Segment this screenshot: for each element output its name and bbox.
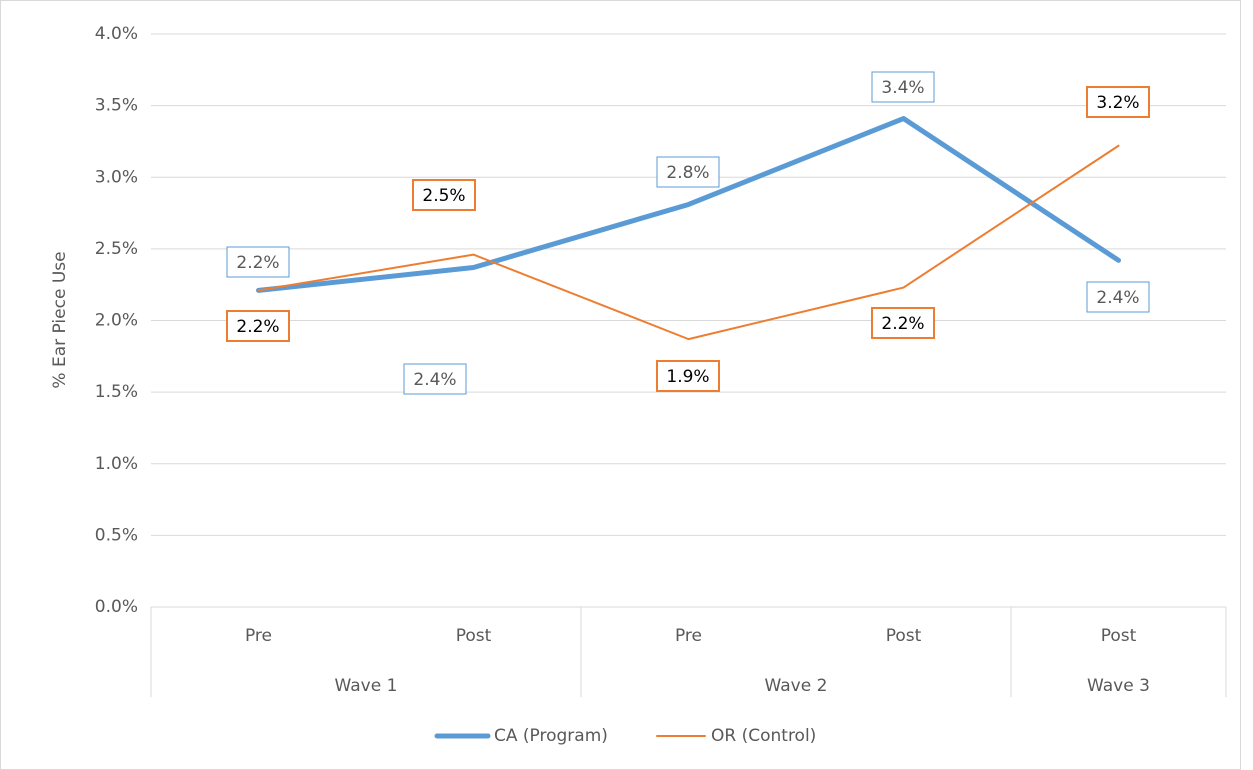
data-label: 2.2% [236, 317, 279, 337]
y-tick-label: 3.5% [95, 96, 138, 116]
data-label-box [871, 307, 935, 339]
data-label-box [656, 156, 720, 188]
series-line [257, 144, 1120, 341]
legend-label: OR (Control) [711, 726, 816, 746]
data-label-box [871, 71, 935, 103]
x-group-label: Wave 2 [765, 676, 828, 696]
x-tick-label: Post [456, 626, 492, 646]
x-tick-label: Pre [245, 626, 272, 646]
data-label-box [1086, 281, 1150, 313]
y-axis-title: % Ear Piece Use [50, 251, 70, 388]
data-label: 2.5% [422, 186, 465, 206]
data-label: 2.2% [236, 253, 279, 273]
data-label-box [226, 246, 290, 278]
data-label: 3.2% [1096, 93, 1139, 113]
y-tick-label: 1.0% [95, 454, 138, 474]
data-label: 3.4% [881, 78, 924, 98]
y-tick-label: 0.0% [95, 597, 138, 617]
data-label: 2.4% [413, 370, 456, 390]
data-label: 2.4% [1096, 288, 1139, 308]
y-tick-label: 4.0% [95, 24, 138, 44]
data-label-box [412, 179, 476, 211]
data-label: 2.8% [666, 163, 709, 183]
x-group-label: Wave 1 [335, 676, 398, 696]
x-tick-label: Post [1101, 626, 1137, 646]
y-tick-label: 3.0% [95, 167, 138, 187]
x-tick-label: Post [886, 626, 922, 646]
data-label: 2.2% [881, 314, 924, 334]
data-label-box [226, 310, 290, 342]
legend-label: CA (Program) [494, 726, 608, 746]
y-tick-label: 2.5% [95, 239, 138, 259]
data-label-box [1086, 86, 1150, 118]
x-tick-label: Pre [675, 626, 702, 646]
x-group-label: Wave 3 [1087, 676, 1150, 696]
data-label-box [403, 363, 467, 395]
y-tick-label: 2.0% [95, 311, 138, 331]
series-line [256, 116, 1121, 293]
data-label-box [656, 360, 720, 392]
y-tick-label: 1.5% [95, 382, 138, 402]
y-tick-label: 0.5% [95, 525, 138, 545]
data-label: 1.9% [666, 367, 709, 387]
